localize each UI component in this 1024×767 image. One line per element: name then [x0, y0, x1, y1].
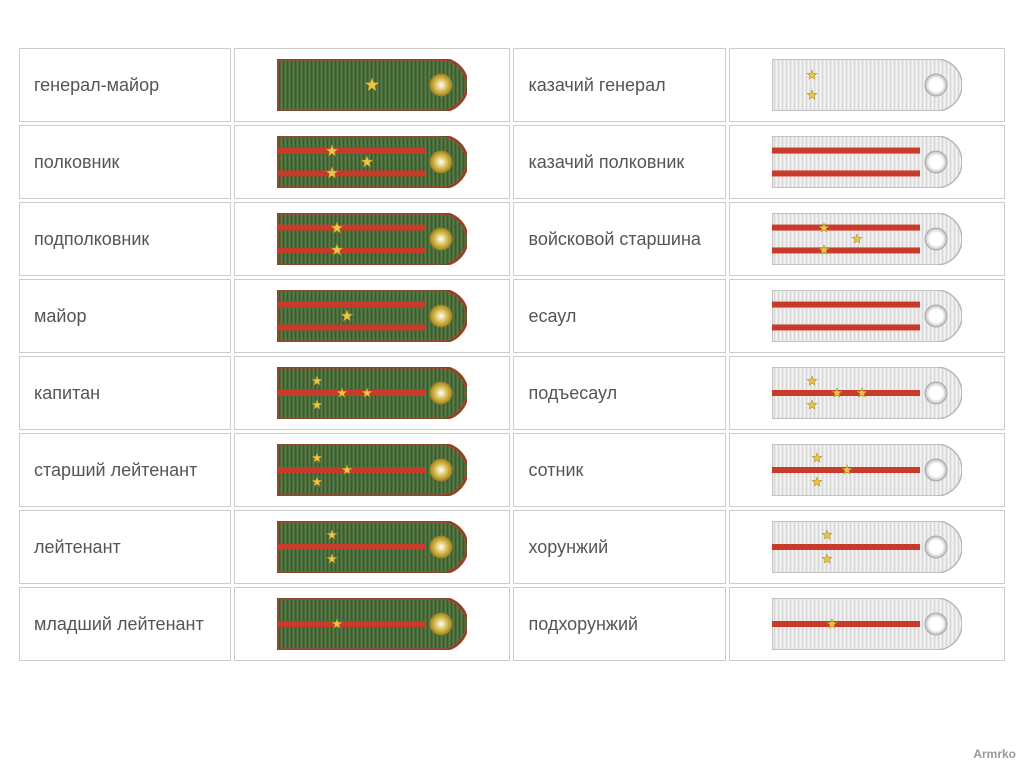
shoulder-strap-icon	[772, 367, 962, 419]
military-rank-name: генерал-майор	[19, 48, 231, 122]
military-rank-name: майор	[19, 279, 231, 353]
cossack-shoulder-strap	[729, 48, 1005, 122]
cossack-shoulder-strap	[729, 356, 1005, 430]
ranks-table-container: генерал-майор казачий генерал полковник	[0, 0, 1024, 680]
shoulder-strap-icon	[772, 598, 962, 650]
shoulder-strap-icon	[277, 521, 467, 573]
shoulder-strap-icon	[277, 444, 467, 496]
watermark: Armrko	[973, 747, 1016, 761]
cossack-rank-name: хорунжий	[513, 510, 725, 584]
rank-row: лейтенант хорунжий	[19, 510, 1005, 584]
shoulder-strap-icon	[772, 444, 962, 496]
cossack-rank-name: казачий полковник	[513, 125, 725, 199]
cossack-shoulder-strap	[729, 433, 1005, 507]
military-rank-name: лейтенант	[19, 510, 231, 584]
military-shoulder-strap	[234, 279, 510, 353]
shoulder-strap-icon	[772, 136, 962, 188]
shoulder-strap-icon	[277, 290, 467, 342]
shoulder-strap-icon	[277, 367, 467, 419]
shoulder-strap-icon	[277, 59, 467, 111]
cossack-rank-name: подхорунжий	[513, 587, 725, 661]
cossack-rank-name: есаул	[513, 279, 725, 353]
military-rank-name: полковник	[19, 125, 231, 199]
cossack-shoulder-strap	[729, 202, 1005, 276]
cossack-rank-name: сотник	[513, 433, 725, 507]
cossack-shoulder-strap	[729, 587, 1005, 661]
rank-row: майор есаул	[19, 279, 1005, 353]
cossack-rank-name: казачий генерал	[513, 48, 725, 122]
rank-row: старший лейтенант сотник	[19, 433, 1005, 507]
cossack-rank-name: войсковой старшина	[513, 202, 725, 276]
military-shoulder-strap	[234, 433, 510, 507]
shoulder-strap-icon	[277, 136, 467, 188]
military-rank-name: младший лейтенант	[19, 587, 231, 661]
rank-row: капитан подъесаул	[19, 356, 1005, 430]
shoulder-strap-icon	[772, 521, 962, 573]
military-rank-name: старший лейтенант	[19, 433, 231, 507]
shoulder-strap-icon	[772, 290, 962, 342]
military-shoulder-strap	[234, 125, 510, 199]
cossack-shoulder-strap	[729, 125, 1005, 199]
military-shoulder-strap	[234, 202, 510, 276]
military-shoulder-strap	[234, 587, 510, 661]
military-rank-name: подполковник	[19, 202, 231, 276]
shoulder-strap-icon	[277, 213, 467, 265]
military-rank-name: капитан	[19, 356, 231, 430]
ranks-table: генерал-майор казачий генерал полковник	[16, 45, 1008, 664]
cossack-shoulder-strap	[729, 510, 1005, 584]
military-shoulder-strap	[234, 510, 510, 584]
rank-row: подполковник войсковой старшина	[19, 202, 1005, 276]
rank-row: младший лейтенант подхорунжий	[19, 587, 1005, 661]
shoulder-strap-icon	[772, 213, 962, 265]
military-shoulder-strap	[234, 48, 510, 122]
rank-row: полковник казачий полковник	[19, 125, 1005, 199]
cossack-rank-name: подъесаул	[513, 356, 725, 430]
shoulder-strap-icon	[277, 598, 467, 650]
rank-row: генерал-майор казачий генерал	[19, 48, 1005, 122]
shoulder-strap-icon	[772, 59, 962, 111]
cossack-shoulder-strap	[729, 279, 1005, 353]
military-shoulder-strap	[234, 356, 510, 430]
